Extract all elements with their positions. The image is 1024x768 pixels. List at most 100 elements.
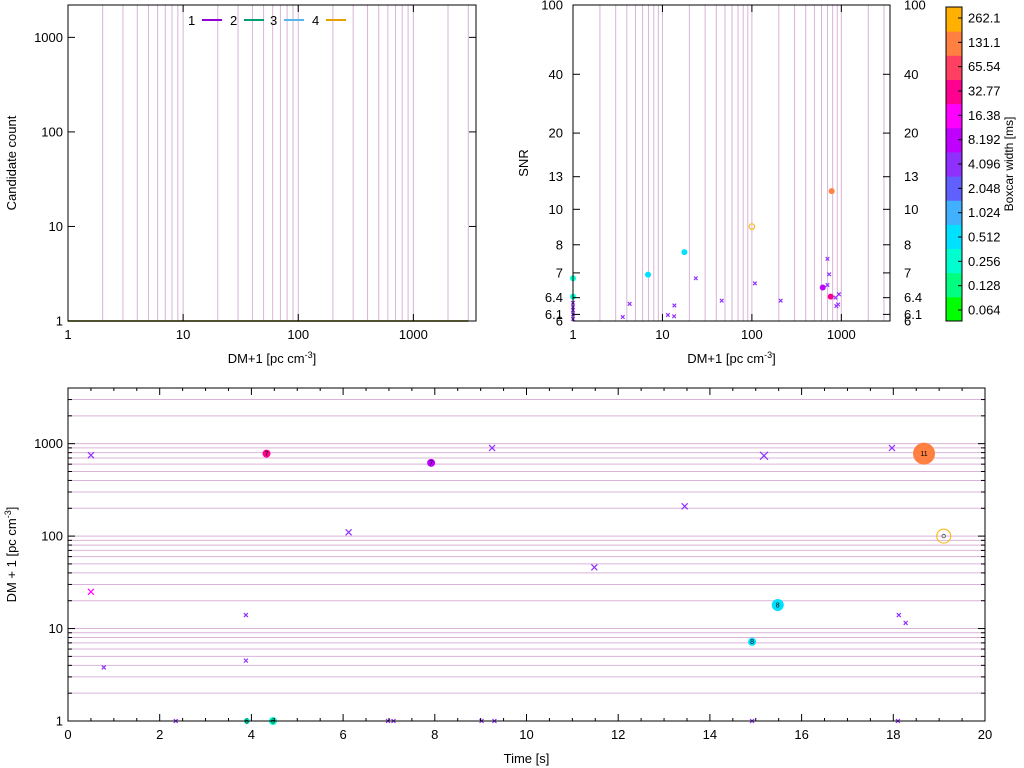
colorbar-segment <box>946 103 962 129</box>
x-tick-label: 18 <box>886 727 900 742</box>
y-tick-label: 1 <box>56 714 63 729</box>
colorbar-tick-label: 8.192 <box>968 132 1001 147</box>
colorbar-segment <box>946 31 962 56</box>
colorbar-tick-label: 131.1 <box>968 35 1001 50</box>
candidate-snr-label: 7 <box>265 451 269 458</box>
candidate-point <box>748 637 757 646</box>
candidate-point <box>681 502 689 510</box>
y-tick-label: 13 <box>549 169 563 184</box>
x-axis-label: DM+1 [pc cm-3] <box>228 350 317 366</box>
snr-point <box>665 312 671 318</box>
snr-point <box>752 281 758 286</box>
x-axis-label: DM+1 [pc cm-3] <box>687 350 776 366</box>
x-tick-label: 20 <box>978 727 992 742</box>
legend-label: 4 <box>312 13 319 28</box>
x-tick-label: 1 <box>64 327 71 342</box>
colorbar-label: Boxcar width [ms] <box>1002 117 1016 212</box>
y-tick-label-right: 8 <box>904 237 911 252</box>
y-tick-label: 6 <box>556 314 563 329</box>
colorbar-segment <box>946 151 962 177</box>
legend: 1 2 3 4 <box>188 13 346 28</box>
snr-point <box>627 301 632 307</box>
y-tick-label-right: 6 <box>904 314 911 329</box>
candidate-point <box>896 612 902 618</box>
x-tick-label: 1000 <box>827 327 856 342</box>
snr-point <box>620 314 625 320</box>
colorbar-tick-label: 1.024 <box>968 205 1001 220</box>
candidate-snr-label: 8 <box>750 639 754 646</box>
y-axis-label: DM + 1 [pc cm-3] <box>3 507 19 603</box>
snr-point <box>719 298 724 303</box>
y-tick-label: 100 <box>541 0 563 13</box>
y-tick-label-right: 20 <box>904 126 918 141</box>
candidate-point <box>590 563 598 571</box>
y-tick-label: 1 <box>56 314 63 329</box>
candidate-point <box>903 620 909 626</box>
y-tick-label: 10 <box>49 219 63 234</box>
colorbar-tick-label: 65.54 <box>968 59 1001 74</box>
colorbar-tick-label: 32.77 <box>968 84 1001 99</box>
x-tick-label: 2 <box>156 727 163 742</box>
y-tick-label: 6.4 <box>545 290 563 305</box>
x-tick-label: 100 <box>287 327 309 342</box>
snr-point <box>778 298 783 303</box>
x-tick-label: 6 <box>339 727 346 742</box>
snr-point <box>645 271 652 278</box>
snr-point <box>833 295 838 300</box>
y-axis-label: SNR <box>516 149 531 176</box>
x-tick-label: 1 <box>569 327 576 342</box>
colorbar-tick-label: 4.096 <box>968 157 1001 172</box>
candidate-snr-label: 8 <box>776 602 780 609</box>
candidate-snr-label: 6 <box>245 719 249 726</box>
y-tick-label: 1000 <box>34 436 63 451</box>
snr-point <box>828 188 835 195</box>
candidate-point <box>888 444 896 452</box>
colorbar-tick-label: 0.128 <box>968 278 1001 293</box>
y-tick-label-right: 40 <box>904 67 918 82</box>
y-tick-label: 10 <box>49 621 63 636</box>
colorbar-segment <box>946 176 962 201</box>
x-tick-label: 4 <box>248 727 255 742</box>
candidate-point <box>87 588 95 596</box>
y-tick-label-right: 10 <box>904 202 918 217</box>
y-tick-label: 40 <box>549 67 563 82</box>
y-axis-label: Candidate count <box>4 115 19 210</box>
y-tick-label: 20 <box>549 126 563 141</box>
candidate-point <box>488 444 496 452</box>
colorbar-tick-label: 262.1 <box>968 11 1001 26</box>
legend-label: 2 <box>230 13 237 28</box>
plot-area <box>68 5 476 321</box>
snr-point <box>672 303 677 308</box>
y-tick-label: 1000 <box>34 30 63 45</box>
colorbar-tick-label: 0.512 <box>968 230 1001 245</box>
boxcar-colorbar: 0.064 0.128 0.256 0.512 1.024 2.048 4.096 8.192… <box>945 6 1016 322</box>
candidate-point <box>243 612 249 618</box>
colorbar-segment <box>946 7 962 32</box>
colorbar-tick-label: 0.256 <box>968 254 1001 269</box>
x-axis-label: Time [s] <box>504 751 550 766</box>
colorbar-segment <box>946 127 962 153</box>
x-tick-label: 16 <box>794 727 808 742</box>
y-tick-label-right: 6.4 <box>904 290 922 305</box>
candidate-snr-label: 7 <box>429 460 433 467</box>
candidate-snr-label: 11 <box>920 451 927 458</box>
candidate-point <box>345 528 353 536</box>
snr-point <box>825 282 830 288</box>
colorbar-tick-label: 0.064 <box>968 303 1001 318</box>
candidate-point <box>101 664 107 670</box>
colorbar-tick-label: 16.38 <box>968 108 1001 123</box>
y-tick-label: 8 <box>556 237 563 252</box>
x-tick-label: 0 <box>64 727 71 742</box>
x-tick-label: 12 <box>611 727 625 742</box>
plot-frame <box>67 4 477 322</box>
candidate-point <box>427 458 436 467</box>
snr-point <box>825 256 830 262</box>
snr-point <box>836 292 842 297</box>
y-tick-label-right: 100 <box>904 0 926 13</box>
x-tick-label: 10 <box>655 327 669 342</box>
snr-point <box>835 302 841 307</box>
snr-point <box>693 276 699 281</box>
